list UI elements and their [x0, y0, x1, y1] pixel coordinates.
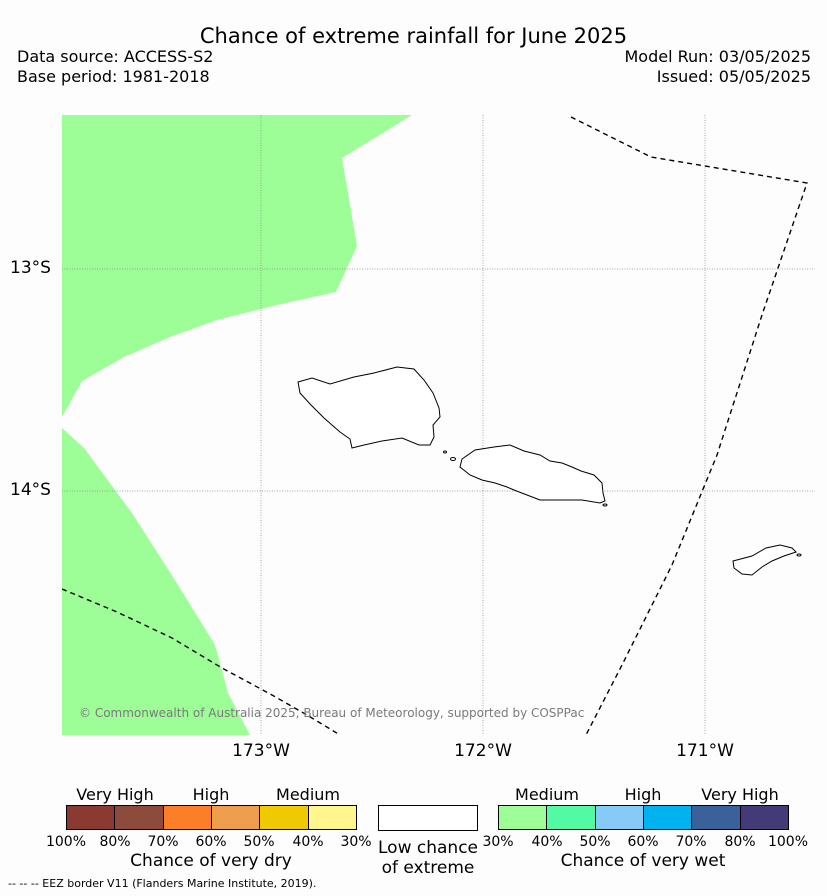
issued-label: Issued: 05/05/2025: [656, 67, 811, 86]
wet-colorbar-title: Chance of very wet: [560, 851, 726, 871]
dry-tick: 80%: [99, 834, 131, 850]
lat-label-14s: 14°S: [10, 480, 51, 500]
lon-label-173w: 173°W: [232, 741, 290, 761]
dry-tick: 70%: [147, 834, 179, 850]
wet-swatch-5: [692, 806, 741, 829]
low-chance-swatch: [378, 805, 478, 831]
dry-tick: 40%: [292, 834, 324, 850]
model-run-info: Model Run: 03/05/2025 Issued: 05/05/2025: [625, 47, 812, 87]
copyright-notice: © Commonwealth of Australia 2025, Bureau…: [79, 706, 585, 720]
low-chance-label: Low chance of extreme: [378, 838, 478, 878]
wet-tick: 70%: [675, 834, 707, 850]
map-title: Chance of extreme rainfall for June 2025: [199, 24, 628, 48]
dry-high-label: High: [192, 785, 230, 804]
eez-border-note: -- -- -- EEZ border V11 (Flanders Marine…: [8, 877, 317, 890]
wet-very-high-label: Very High: [701, 785, 779, 804]
dry-swatch-4: [211, 806, 261, 829]
dry-tick: 60%: [195, 834, 227, 850]
wet-swatch-6: [740, 806, 788, 829]
upolu-island: [297, 366, 441, 449]
dry-very-high-label: Very High: [76, 785, 154, 804]
wet-high-label: High: [624, 785, 662, 804]
data-source-label: Data source: ACCESS-S2: [17, 47, 214, 66]
wet-colorbar: [498, 805, 789, 830]
wet-area-north: [62, 115, 412, 417]
wet-swatch-2: [547, 806, 596, 829]
dry-swatch-2: [115, 806, 164, 829]
wet-swatch-4: [643, 806, 693, 829]
wet-area-south: [62, 428, 250, 735]
wet-tick: 50%: [579, 834, 611, 850]
low-chance-line2: of extreme: [381, 858, 475, 878]
wet-swatch-1: [499, 806, 548, 829]
dry-medium-label: Medium: [276, 785, 340, 804]
dry-tick: 100%: [45, 834, 87, 850]
model-run-label: Model Run: 03/05/2025: [624, 47, 812, 66]
wet-tick: 40%: [531, 834, 563, 850]
map-panel: [62, 115, 815, 735]
data-source-info: Data source: ACCESS-S2 Base period: 1981…: [17, 47, 213, 87]
tutuila-island: [459, 444, 606, 504]
lon-label-171w: 171°W: [676, 741, 734, 761]
dry-swatch-3: [163, 806, 212, 829]
lat-label-13s: 13°S: [10, 258, 51, 278]
dry-colorbar-title: Chance of very dry: [130, 851, 292, 871]
dry-tick: 50%: [243, 834, 275, 850]
islands: [297, 366, 802, 576]
wet-tick: 30%: [482, 834, 514, 850]
manua-islands: [732, 544, 797, 576]
wet-medium-label: Medium: [515, 785, 579, 804]
islet-3: [602, 503, 608, 507]
islet-4: [796, 553, 802, 557]
eez-border: [62, 116, 808, 735]
low-chance-line1: Low chance: [378, 838, 478, 858]
dry-swatch-6: [308, 806, 356, 829]
dry-swatch-1: [67, 806, 116, 829]
dry-tick: 30%: [340, 834, 372, 850]
base-period-label: Base period: 1981-2018: [17, 67, 210, 86]
dry-swatch-5: [260, 806, 309, 829]
wet-tick: 80%: [724, 834, 756, 850]
graticule: [62, 115, 815, 735]
dry-colorbar: [66, 805, 357, 830]
wet-tick: 60%: [627, 834, 659, 850]
islet-2: [450, 457, 456, 461]
wet-swatch-3: [595, 806, 644, 829]
islet-1: [443, 450, 447, 454]
lon-label-172w: 172°W: [454, 741, 512, 761]
wet-tick: 100%: [767, 834, 809, 850]
